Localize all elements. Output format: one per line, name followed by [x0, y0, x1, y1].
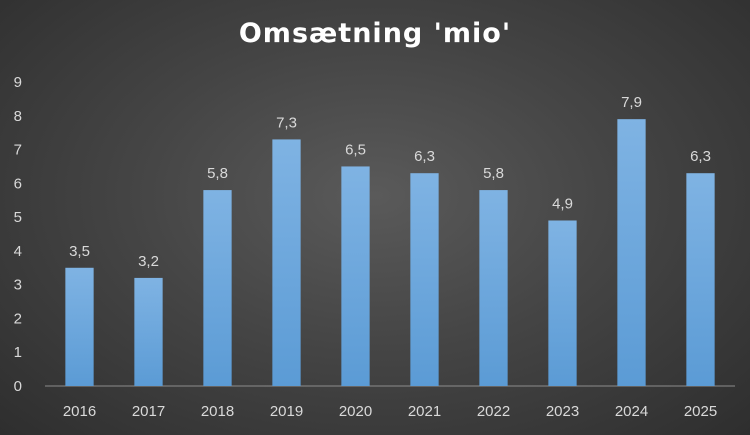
data-label: 6,3	[690, 148, 711, 165]
bar-2017	[134, 277, 163, 386]
y-tick-label: 1	[14, 344, 22, 361]
bar-2023	[548, 220, 577, 386]
bar-2021	[410, 173, 439, 386]
x-tick-label: 2024	[615, 403, 648, 420]
data-label: 3,5	[69, 243, 90, 260]
bar-2019	[272, 139, 301, 386]
data-label: 4,9	[552, 195, 573, 212]
bar-2020	[341, 166, 370, 386]
x-tick-label: 2018	[201, 403, 234, 420]
data-label: 6,5	[345, 141, 366, 158]
y-tick-label: 7	[14, 142, 22, 159]
x-tick-label: 2019	[270, 403, 303, 420]
y-tick-label: 9	[14, 74, 22, 91]
data-label: 5,8	[207, 165, 228, 182]
bar-2024	[617, 119, 646, 387]
bar-2022	[479, 190, 508, 386]
x-tick-label: 2017	[132, 403, 165, 420]
chart-title: Omsætning 'mio'	[238, 18, 512, 49]
bar-2016	[65, 267, 94, 386]
y-tick-label: 4	[14, 243, 22, 260]
bar-2018	[203, 190, 232, 386]
y-tick-label: 3	[14, 277, 22, 294]
x-tick-label: 2022	[477, 403, 510, 420]
data-label: 7,3	[276, 114, 297, 131]
y-tick-label: 0	[14, 378, 22, 395]
data-label: 3,2	[138, 253, 159, 270]
x-tick-label: 2020	[339, 403, 372, 420]
x-tick-label: 2023	[546, 403, 579, 420]
data-label: 7,9	[621, 94, 642, 111]
y-tick-label: 5	[14, 209, 22, 226]
x-tick-label: 2025	[684, 403, 717, 420]
y-tick-label: 2	[14, 310, 22, 327]
y-tick-label: 6	[14, 175, 22, 192]
x-tick-label: 2016	[63, 403, 96, 420]
x-tick-label: 2021	[408, 403, 441, 420]
bar-2025	[686, 173, 715, 386]
y-tick-label: 8	[14, 108, 22, 125]
data-label: 5,8	[483, 165, 504, 182]
data-label: 6,3	[414, 148, 435, 165]
